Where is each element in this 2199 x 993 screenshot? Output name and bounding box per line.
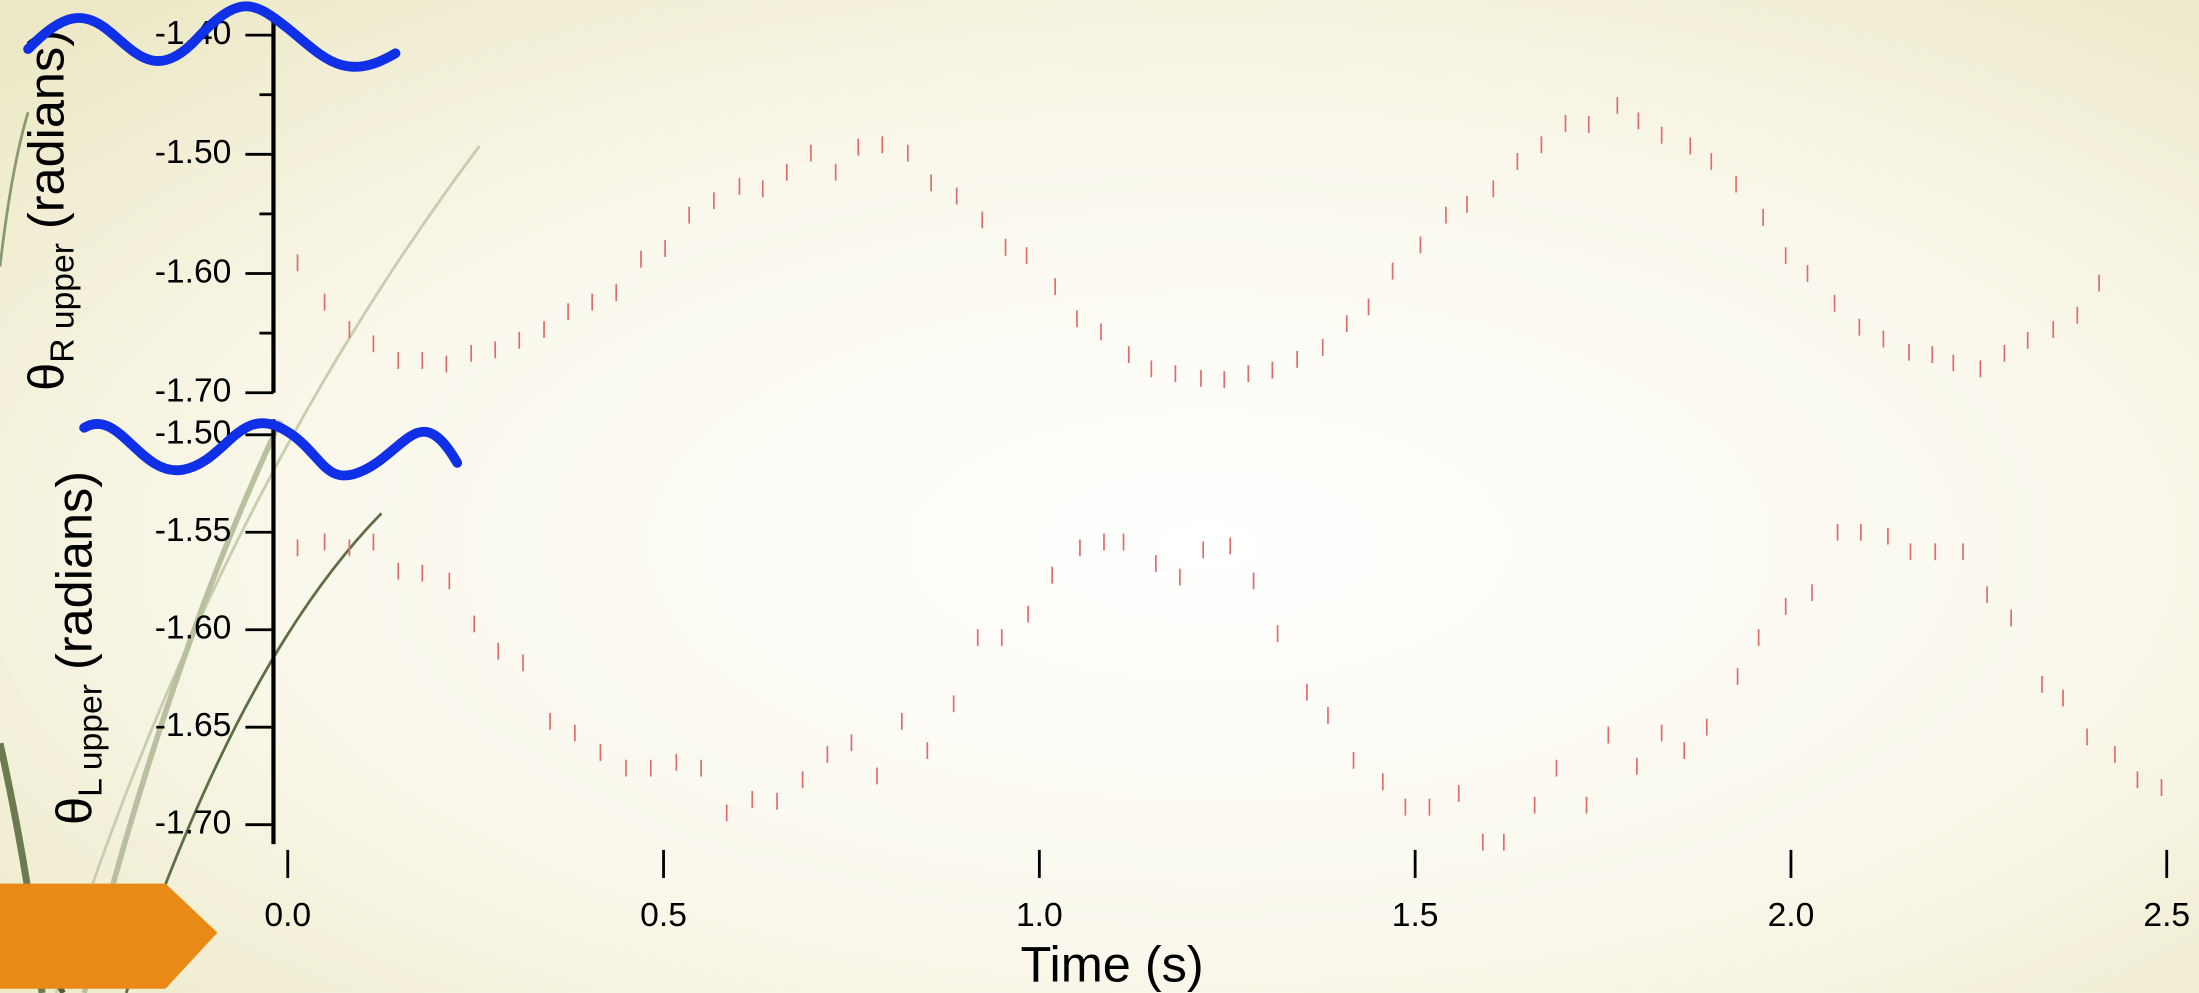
y-axis-symbol: θ bbox=[46, 797, 103, 825]
chart: -1.40-1.50-1.60-1.70θR upper(radians)-1.… bbox=[0, 0, 2199, 993]
x-tick-label: 2.0 bbox=[1768, 897, 1815, 934]
background bbox=[0, 0, 2199, 993]
y-tick-label: -1.60 bbox=[155, 610, 232, 647]
y-tick-label: -1.60 bbox=[155, 253, 232, 290]
x-tick-label: 2.5 bbox=[2143, 897, 2190, 934]
y-tick-label: -1.70 bbox=[155, 805, 232, 842]
y-axis-subscript: R upper bbox=[44, 243, 81, 363]
x-axis-title: Time (s) bbox=[1021, 936, 1204, 993]
x-tick-label: 1.5 bbox=[1392, 897, 1439, 934]
y-tick-label: -1.50 bbox=[155, 134, 232, 171]
y-axis-unit: (radians) bbox=[46, 471, 103, 670]
page: {"chart_data": [ {"type": "scatter", "y_… bbox=[0, 0, 2199, 993]
y-axis-subscript: L upper bbox=[72, 684, 109, 797]
x-tick-label: 0.0 bbox=[264, 897, 311, 934]
y-axis-unit: (radians) bbox=[18, 30, 75, 229]
x-tick-label: 1.0 bbox=[1016, 897, 1063, 934]
y-tick-label: -1.70 bbox=[155, 373, 232, 410]
y-tick-label: -1.65 bbox=[155, 707, 232, 744]
y-tick-label: -1.55 bbox=[155, 512, 232, 549]
y-axis-symbol: θ bbox=[18, 363, 75, 391]
x-tick-label: 0.5 bbox=[640, 897, 687, 934]
